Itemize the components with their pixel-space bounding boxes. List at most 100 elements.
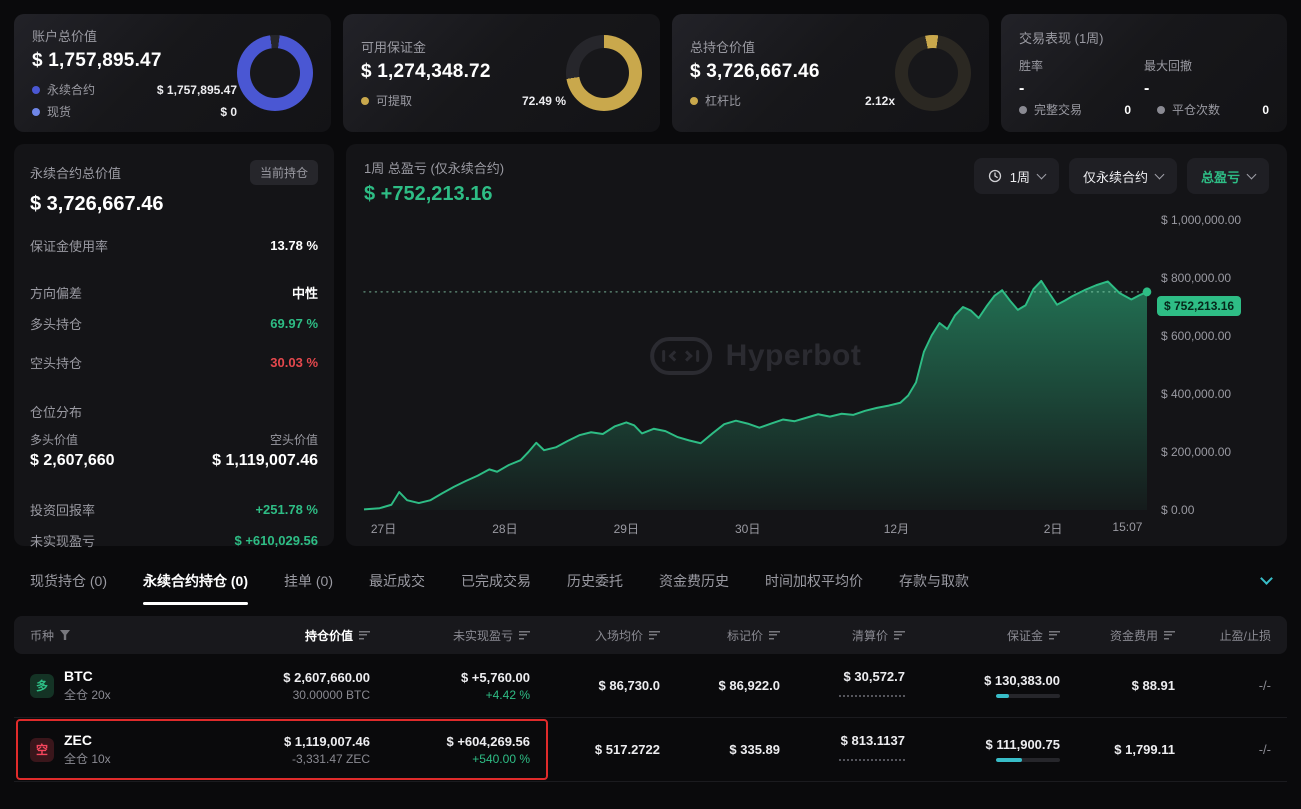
max-drawdown-block: 最大回撤 -	[1144, 57, 1269, 98]
x-axis-label: 15:07	[1112, 520, 1143, 534]
sort-icon	[519, 630, 530, 640]
perp-balance-row: 永续合约 $ 1,757,895.47	[32, 81, 237, 98]
available-margin-value: $ 1,274,348.72	[361, 61, 491, 82]
margin-donut-chart	[566, 35, 642, 111]
tab-perp-positions[interactable]: 永续合约持仓 (0)	[143, 557, 248, 605]
perp-label: 永续合约	[47, 83, 96, 97]
col-header-coin[interactable]: 币种	[30, 627, 165, 644]
card-title: 总持仓价值	[690, 40, 756, 55]
coin-cell: 多 BTC 全仓 20x	[30, 668, 165, 703]
spot-dot-icon	[32, 107, 40, 116]
filter-icon	[60, 630, 71, 640]
collapse-chevron-icon[interactable]	[1260, 571, 1273, 585]
col-header-position-value[interactable]: 持仓价值	[165, 627, 370, 644]
short-position-row: 空头持仓 30.03 %	[30, 355, 318, 371]
y-axis-label: $ 400,000.00	[1161, 387, 1232, 401]
col-header-tpsl: 止盈/止损	[1219, 628, 1271, 643]
short-pct-value: 30.03 %	[270, 355, 318, 370]
coin-cell: 空 ZEC 全仓 10x	[30, 732, 165, 767]
unrealized-pnl-cell: $ +5,760.00 +4.42 %	[460, 669, 530, 702]
tab-recent-fills[interactable]: 最近成交	[369, 573, 425, 589]
x-axis: 27日 28日 29日 30日 12月 2日 15:07	[364, 514, 1147, 536]
x-axis-label: 30日	[734, 522, 761, 536]
close-count-dot-icon	[1157, 105, 1165, 114]
tab-deposits-withdrawals[interactable]: 存款与取款	[899, 573, 969, 589]
tab-spot-positions[interactable]: 现货持仓 (0)	[30, 573, 107, 589]
timeframe-select[interactable]: 1周	[973, 158, 1059, 194]
withdrawable-row: 可提取 72.49 %	[361, 92, 566, 109]
sort-icon	[1049, 630, 1060, 640]
col-header-funding[interactable]: 资金费用	[1060, 627, 1175, 644]
position-row-zec[interactable]: 空 ZEC 全仓 10x $ 1,119,007.46 -3,331.47 ZE…	[14, 718, 1287, 782]
complete-trades-dot-icon	[1019, 105, 1027, 114]
entry-price-cell: $ 86,730.0	[598, 678, 660, 693]
coin-name: ZEC	[64, 732, 92, 748]
col-header-liq-price[interactable]: 清算价	[780, 627, 905, 644]
performance-card: 交易表现 (1周) 胜率 - 最大回撤 - 完整交易 0	[1001, 14, 1287, 132]
current-pnl-pill: $ 752,213.16	[1157, 295, 1242, 316]
short-value-label: 空头价值	[269, 433, 318, 447]
tab-funding-history[interactable]: 资金费历史	[659, 573, 729, 589]
coin-leverage: 全仓 10x	[64, 752, 111, 766]
bias-value: 中性	[291, 286, 318, 301]
sort-icon	[769, 630, 780, 640]
col-header-mark-price[interactable]: 标记价	[660, 627, 780, 644]
tab-twap[interactable]: 时间加权平均价	[765, 573, 863, 589]
margin-usage-value: 13.78 %	[270, 238, 318, 253]
margin-usage-minibar	[996, 694, 1060, 698]
x-axis-label: 2日	[1043, 522, 1063, 536]
total-pnl-value: $ +752,213.16	[364, 183, 493, 205]
current-positions-badge: 当前持仓	[249, 160, 318, 185]
roi-row: 投资回报率 +251.78 %	[30, 502, 318, 518]
metric-select[interactable]: 总盈亏	[1186, 158, 1269, 194]
win-rate-value: -	[1019, 80, 1025, 97]
position-row-btc[interactable]: 多 BTC 全仓 20x $ 2,607,660.00 30.00000 BTC…	[14, 654, 1287, 718]
total-position-card: 总持仓价值 $ 3,726,667.46 杠杆比 2.12x	[672, 14, 989, 132]
stat-cards-row: 账户总价值 $ 1,757,895.47 永续合约 $ 1,757,895.47…	[14, 14, 1287, 132]
close-count-item: 平仓次数 0	[1157, 101, 1269, 118]
clock-icon	[988, 169, 1001, 183]
card-title: 交易表现 (1周)	[1019, 31, 1104, 46]
col-header-margin[interactable]: 保证金	[905, 627, 1060, 644]
entry-price-cell: $ 517.2722	[594, 742, 660, 757]
x-axis-label: 12月	[883, 522, 910, 536]
liq-price-cell: $ 30,572.7	[780, 669, 905, 702]
position-donut-chart	[895, 35, 971, 111]
mark-price-cell: $ 335.89	[729, 742, 780, 757]
y-axis: $ 1,000,000.00 $ 800,000.00 $ 600,000.00 $ …	[1147, 213, 1269, 517]
spot-balance-row: 现货 $ 0	[32, 103, 237, 120]
perp-total-value: $ 3,726,667.46	[30, 193, 164, 215]
account-value-card: 账户总价值 $ 1,757,895.47 永续合约 $ 1,757,895.47…	[14, 14, 331, 132]
y-axis-label: $ 200,000.00	[1161, 445, 1232, 459]
sort-icon	[1164, 630, 1175, 640]
liq-dotted-underline	[839, 756, 905, 761]
withdrawable-value: 72.49 %	[521, 93, 566, 108]
long-value: $ 2,607,660	[30, 452, 115, 469]
tab-order-history[interactable]: 历史委托	[567, 573, 623, 589]
col-header-entry-price[interactable]: 入场均价	[530, 627, 660, 644]
pnl-area-chart[interactable]: Hyperbot 27日 28日 29日 30日 12月 2日 15:07	[363, 220, 1152, 536]
coin-leverage: 全仓 20x	[64, 688, 111, 702]
leverage-dot-icon	[690, 96, 698, 105]
long-value-label: 多头价值	[30, 433, 79, 447]
direction-bias-row: 方向偏差 中性	[30, 283, 318, 302]
tab-open-orders[interactable]: 挂单 (0)	[284, 573, 333, 589]
tpsl-cell[interactable]: -/-	[1258, 678, 1271, 693]
liq-price-cell: $ 813.1137	[780, 733, 905, 766]
leverage-label: 杠杆比	[705, 94, 742, 108]
upnl-row: 未实现盈亏 $ +610,029.56	[30, 533, 318, 549]
x-axis-label: 29日	[613, 522, 639, 536]
position-value-cell: $ 1,119,007.46 -3,331.47 ZEC	[283, 733, 370, 766]
tab-completed-trades[interactable]: 已完成交易	[461, 573, 531, 589]
x-axis-label: 28日	[492, 522, 518, 536]
scope-select[interactable]: 仅永续合约	[1068, 158, 1177, 194]
spot-label: 现货	[47, 105, 72, 119]
tpsl-cell[interactable]: -/-	[1258, 742, 1271, 757]
perp-value: $ 1,757,895.47	[156, 82, 237, 97]
complete-trades-count: 0	[1124, 102, 1131, 117]
leverage-value: 2.12x	[864, 93, 895, 108]
perp-overview-panel: 永续合约总价值 当前持仓 $ 3,726,667.46 保证金使用率 13.78…	[14, 144, 334, 549]
margin-cell: $ 130,383.00	[905, 673, 1060, 698]
col-header-unrealized-pnl[interactable]: 未实现盈亏	[370, 627, 530, 644]
